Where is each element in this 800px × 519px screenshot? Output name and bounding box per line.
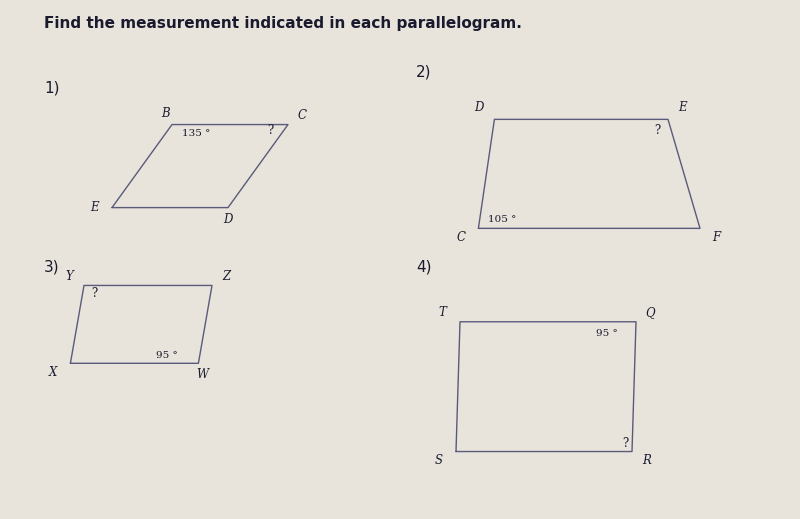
Text: D: D <box>223 212 233 226</box>
Text: R: R <box>642 454 651 468</box>
Text: Z: Z <box>222 269 230 283</box>
Text: F: F <box>712 231 720 244</box>
Text: D: D <box>474 101 483 115</box>
Text: 95 °: 95 ° <box>156 351 178 360</box>
Text: 105 °: 105 ° <box>488 214 516 224</box>
Text: 4): 4) <box>416 260 431 275</box>
Text: T: T <box>438 306 446 319</box>
Text: ?: ? <box>622 437 629 450</box>
Text: Q: Q <box>646 306 655 319</box>
Text: 1): 1) <box>44 80 59 95</box>
Text: 2): 2) <box>416 65 431 80</box>
Text: Y: Y <box>66 269 74 283</box>
Text: 3): 3) <box>44 260 60 275</box>
Text: E: E <box>678 101 686 115</box>
Text: E: E <box>90 201 98 214</box>
Text: ?: ? <box>267 124 274 138</box>
Text: B: B <box>162 106 170 120</box>
Text: ?: ? <box>654 124 661 138</box>
Text: 95 °: 95 ° <box>596 329 618 338</box>
Text: 135 °: 135 ° <box>182 129 210 139</box>
Text: C: C <box>456 231 466 244</box>
Text: Find the measurement indicated in each parallelogram.: Find the measurement indicated in each p… <box>44 16 522 31</box>
Text: X: X <box>49 366 57 379</box>
Text: S: S <box>434 454 442 468</box>
Text: W: W <box>196 368 209 381</box>
Text: C: C <box>298 108 307 122</box>
Text: ?: ? <box>91 286 98 300</box>
